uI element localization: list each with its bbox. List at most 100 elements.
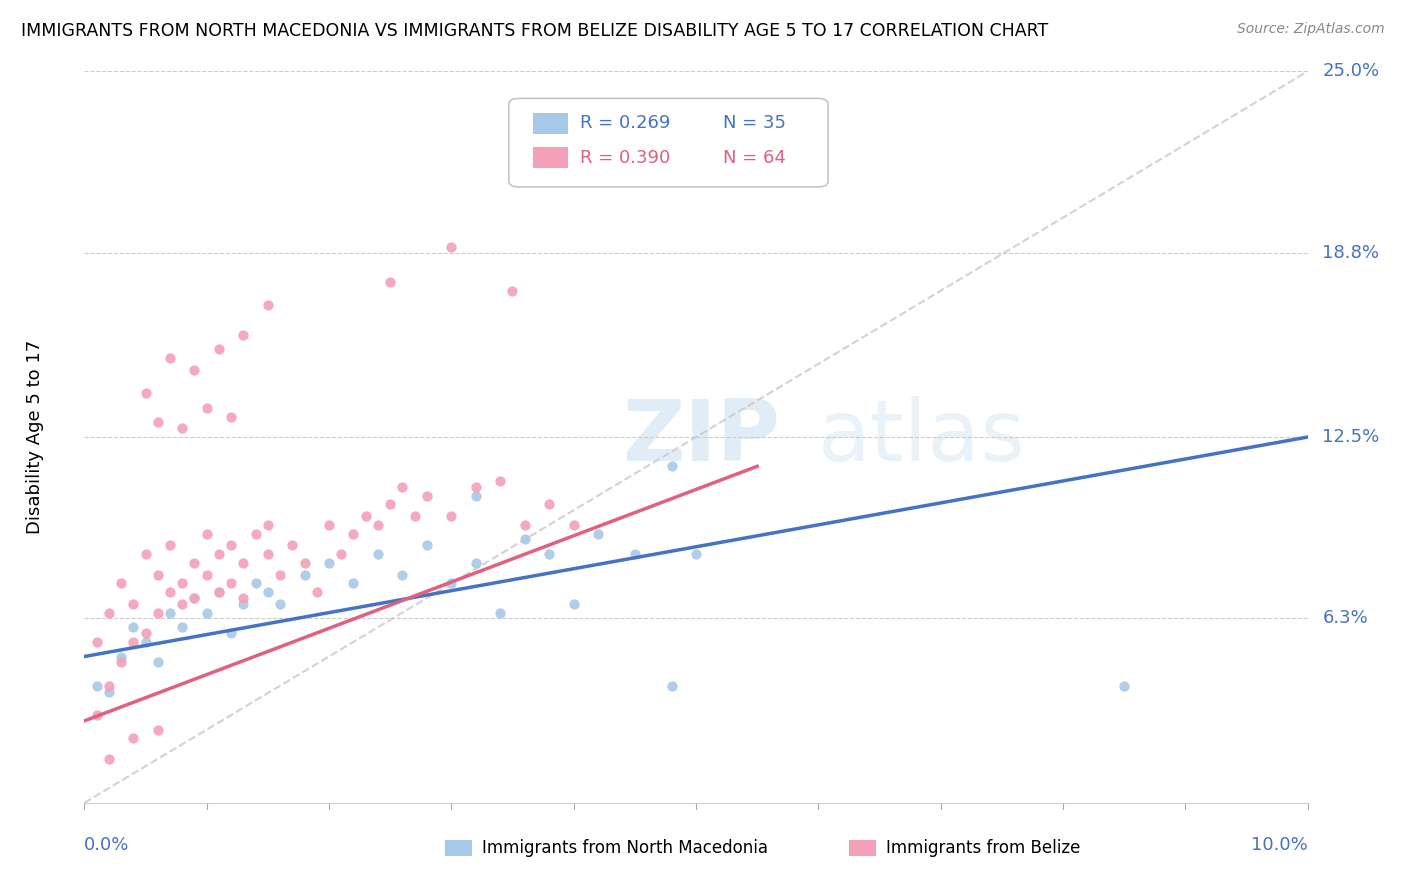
Point [245,526,267,541]
Point [159,538,181,552]
Point [269,567,291,582]
Point [440,509,463,524]
Point [318,556,340,570]
Point [172,620,194,634]
Point [97,606,120,620]
Point [513,533,536,547]
FancyBboxPatch shape [533,147,568,168]
Point [219,409,242,424]
Point [183,591,205,605]
Point [219,576,242,591]
Text: ZIP: ZIP [623,395,780,479]
Point [195,606,218,620]
Text: R = 0.269: R = 0.269 [579,114,671,132]
Point [122,731,145,746]
Point [146,606,169,620]
Point [135,386,157,401]
Point [86,635,108,649]
FancyBboxPatch shape [509,98,828,187]
Point [146,416,169,430]
Point [195,526,218,541]
Point [208,585,231,599]
Point [135,635,157,649]
Point [195,401,218,415]
Point [342,576,364,591]
Point [232,327,254,342]
Point [354,509,377,524]
Point [330,547,353,561]
Point [416,538,439,552]
Point [159,351,181,365]
Point [122,635,145,649]
Point [257,298,280,312]
Point [110,649,132,664]
Point [146,656,169,670]
Point [97,679,120,693]
Point [416,489,439,503]
Text: Source: ZipAtlas.com: Source: ZipAtlas.com [1237,22,1385,37]
Point [208,585,231,599]
Text: 18.8%: 18.8% [1322,244,1379,261]
Point [624,547,647,561]
Point [294,556,316,570]
Point [281,538,304,552]
Text: N = 64: N = 64 [723,149,786,167]
Point [440,576,463,591]
Point [146,567,169,582]
Text: atlas: atlas [818,395,1026,479]
Text: 0.0%: 0.0% [84,836,129,854]
Point [172,597,194,611]
Point [122,597,145,611]
Point [146,723,169,737]
Text: R = 0.390: R = 0.390 [579,149,671,167]
Point [586,526,609,541]
Point [122,620,145,634]
Text: 10.0%: 10.0% [1251,836,1308,854]
Point [538,497,561,511]
Point [1114,679,1136,693]
Point [440,240,463,254]
Point [305,585,328,599]
Point [257,547,280,561]
Point [464,489,486,503]
Point [489,606,512,620]
Point [183,363,205,377]
FancyBboxPatch shape [533,113,568,134]
Point [391,480,413,494]
Text: 25.0%: 25.0% [1322,62,1379,80]
Point [294,567,316,582]
Point [232,597,254,611]
Text: 6.3%: 6.3% [1322,609,1368,627]
Point [172,421,194,435]
Text: Disability Age 5 to 17: Disability Age 5 to 17 [27,340,45,534]
Point [391,567,413,582]
Point [562,597,585,611]
Point [97,684,120,698]
FancyBboxPatch shape [446,840,472,856]
Text: N = 35: N = 35 [723,114,786,132]
Point [489,474,512,488]
Point [661,679,683,693]
Point [257,517,280,532]
Point [208,343,231,357]
Point [661,459,683,474]
Text: Immigrants from North Macedonia: Immigrants from North Macedonia [482,839,768,857]
Point [367,547,389,561]
Point [159,606,181,620]
Point [219,538,242,552]
Point [232,556,254,570]
Point [159,585,181,599]
Point [318,517,340,532]
Point [219,626,242,640]
Point [513,517,536,532]
Point [183,591,205,605]
Point [172,576,194,591]
FancyBboxPatch shape [849,840,876,856]
Point [195,567,218,582]
Point [685,547,707,561]
Point [404,509,426,524]
Point [135,626,157,640]
Point [538,547,561,561]
Point [380,497,402,511]
Text: 12.5%: 12.5% [1322,428,1379,446]
